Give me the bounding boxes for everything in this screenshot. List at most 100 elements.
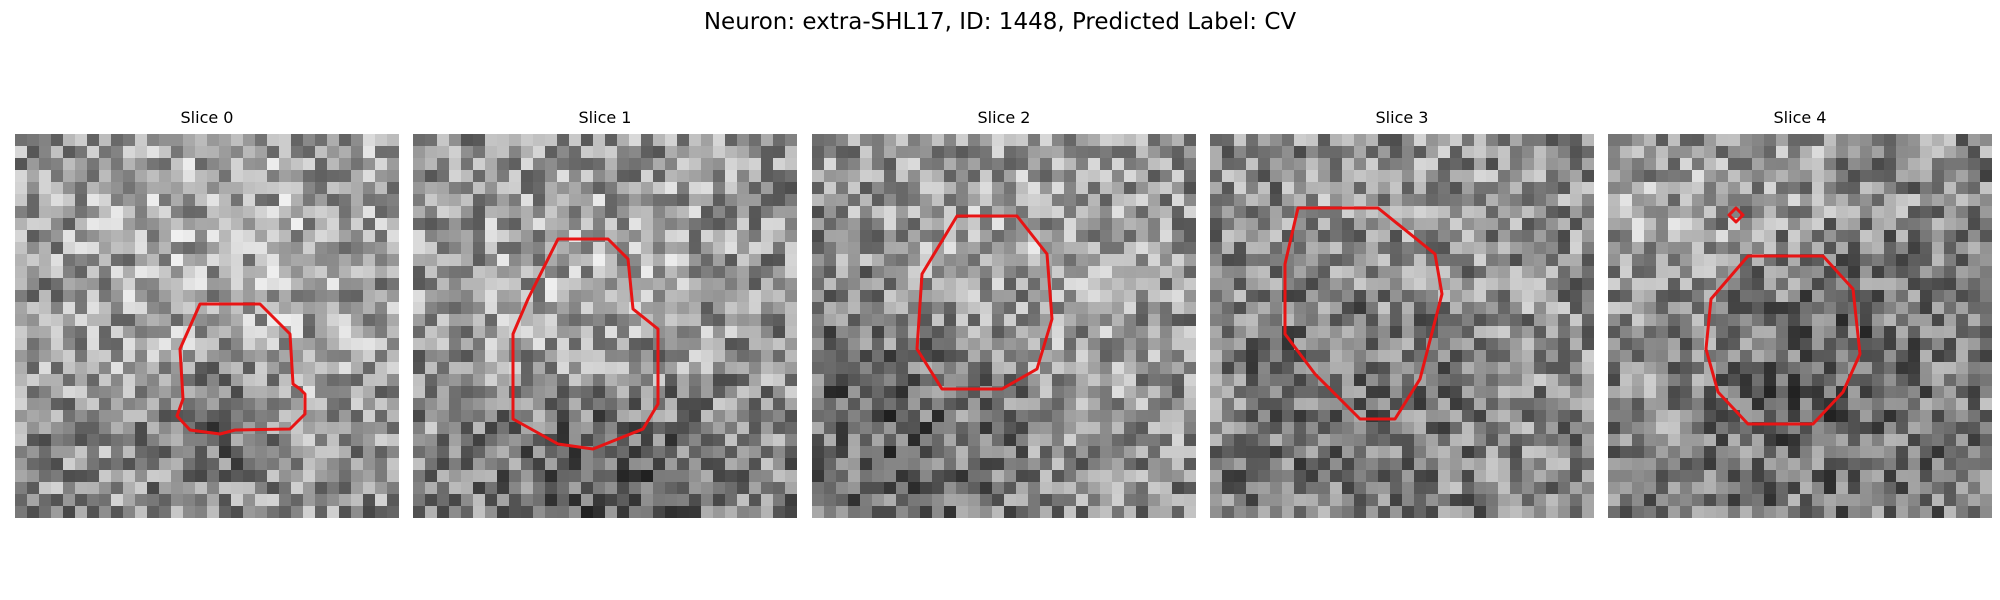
pixel [1920, 350, 1933, 363]
pixel [689, 290, 702, 303]
pixel [1956, 314, 1969, 327]
pixel [896, 146, 909, 159]
pixel [1920, 242, 1933, 255]
pixel [860, 338, 873, 351]
pixel [860, 254, 873, 267]
pixel [51, 386, 64, 399]
pixel [123, 158, 136, 171]
pixel [15, 242, 28, 255]
pixel [1306, 158, 1319, 171]
pixel [1980, 254, 1992, 267]
pixel [1136, 410, 1149, 423]
pixel [15, 362, 28, 375]
pixel [171, 470, 184, 483]
pixel [315, 230, 328, 243]
pixel [27, 206, 40, 219]
pixel [425, 278, 438, 291]
pixel [207, 182, 220, 195]
pixel [1004, 230, 1017, 243]
pixel [363, 422, 376, 435]
pixel [944, 242, 957, 255]
pixel [1860, 326, 1873, 339]
pixel [363, 482, 376, 495]
pixel [617, 314, 630, 327]
pixel [171, 314, 184, 327]
pixel [219, 218, 232, 231]
pixel [653, 194, 666, 207]
pixel [1354, 434, 1367, 447]
pixel [1172, 314, 1185, 327]
pixel [279, 350, 292, 363]
pixel [1438, 398, 1451, 411]
pixel [737, 374, 750, 387]
pixel [1076, 242, 1089, 255]
pixel [363, 314, 376, 327]
pixel [1848, 194, 1861, 207]
pixel [569, 242, 582, 255]
pixel [1318, 410, 1331, 423]
pixel [1306, 326, 1319, 339]
pixel [243, 350, 256, 363]
pixel [872, 338, 885, 351]
pixel [1028, 434, 1041, 447]
pixel [1064, 494, 1077, 507]
pixel [1124, 218, 1137, 231]
pixel [461, 470, 474, 483]
pixel [1776, 218, 1789, 231]
pixel [1776, 242, 1789, 255]
pixel [1124, 182, 1137, 195]
pixel [375, 314, 388, 327]
pixel [339, 362, 352, 375]
pixel [1426, 434, 1439, 447]
pixel [1608, 362, 1621, 375]
pixel [1498, 302, 1511, 315]
pixel [1716, 158, 1729, 171]
pixel [1896, 242, 1909, 255]
pixel [75, 146, 88, 159]
pixel [1016, 206, 1029, 219]
pixel [1342, 434, 1355, 447]
pixel [992, 314, 1005, 327]
pixel [773, 374, 786, 387]
pixel [1486, 290, 1499, 303]
pixel [1040, 482, 1053, 495]
pixel [147, 302, 160, 315]
pixel [932, 482, 945, 495]
pixel [1160, 206, 1173, 219]
pixel [351, 230, 364, 243]
pixel [932, 422, 945, 435]
pixel [1474, 494, 1487, 507]
pixel [1438, 230, 1451, 243]
pixel [1342, 398, 1355, 411]
pixel [1884, 230, 1897, 243]
pixel [1788, 134, 1801, 147]
pixel [1148, 458, 1161, 471]
pixel [51, 278, 64, 291]
pixel [932, 290, 945, 303]
pixel [1680, 410, 1693, 423]
pixel [1620, 242, 1633, 255]
pixel [1282, 218, 1295, 231]
pixel [1510, 338, 1523, 351]
pixel [1944, 266, 1957, 279]
pixel [896, 218, 909, 231]
pixel [677, 218, 690, 231]
pixel [231, 362, 244, 375]
pixel [1510, 506, 1523, 518]
pixel [51, 398, 64, 411]
pixel [1534, 146, 1547, 159]
pixel [267, 386, 280, 399]
pixel [1582, 374, 1594, 387]
pixel [605, 182, 618, 195]
pixel [1776, 206, 1789, 219]
pixel [968, 422, 981, 435]
pixel [1222, 362, 1235, 375]
pixel [1354, 218, 1367, 231]
pixel [1366, 302, 1379, 315]
pixel [1632, 290, 1645, 303]
pixel [303, 242, 316, 255]
pixel [737, 146, 750, 159]
pixel [461, 446, 474, 459]
pixel [773, 338, 786, 351]
pixel [1378, 242, 1391, 255]
